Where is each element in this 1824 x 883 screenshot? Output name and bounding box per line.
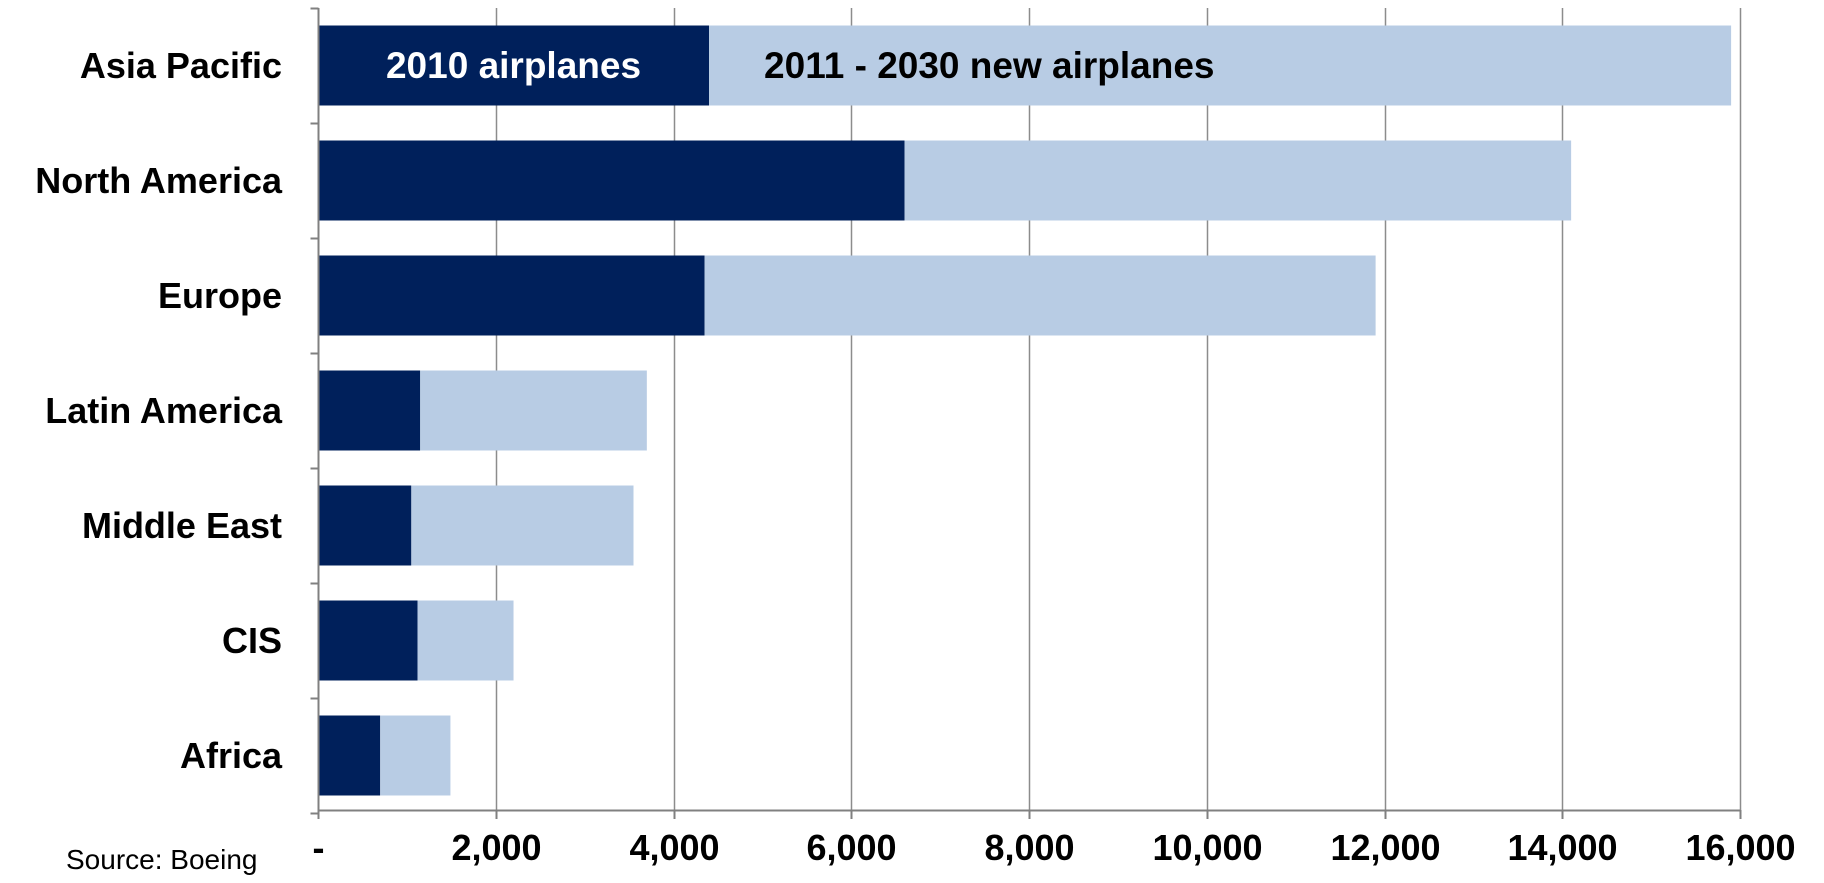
bar-new-north-america xyxy=(904,140,1572,221)
source-label: Source: Boeing xyxy=(66,844,257,875)
bar-2010-asia-pacific xyxy=(318,25,710,106)
x-tick-label: 2,000 xyxy=(451,827,541,868)
bar-new-africa xyxy=(380,715,451,796)
category-label: Europe xyxy=(158,275,282,316)
x-tick-label: 16,000 xyxy=(1685,827,1795,868)
bar-annotation: 2011 - 2030 new airplanes xyxy=(764,45,1214,86)
axes xyxy=(310,7,1742,819)
x-tick-label: 12,000 xyxy=(1330,827,1440,868)
category-label: Africa xyxy=(180,735,283,776)
bar-new-middle-east xyxy=(411,485,634,566)
bar-2010-europe xyxy=(318,255,705,336)
bar-2010-latin-america xyxy=(318,370,421,451)
bar-new-cis xyxy=(417,600,514,681)
category-label: Latin America xyxy=(45,390,283,431)
bars xyxy=(318,25,1732,796)
bar-2010-africa xyxy=(318,715,381,796)
bar-2010-middle-east xyxy=(318,485,412,566)
category-label: CIS xyxy=(222,620,282,661)
bar-2010-north-america xyxy=(318,140,905,221)
bar-new-asia-pacific xyxy=(709,25,1732,106)
labels: Asia Pacific North America Europe Latin Ame… xyxy=(35,45,1795,868)
category-label: North America xyxy=(35,160,283,201)
gridlines xyxy=(495,8,1742,810)
bar-new-europe xyxy=(704,255,1376,336)
bar-new-latin-america xyxy=(420,370,647,451)
category-label: Middle East xyxy=(82,505,282,546)
x-tick-label: 6,000 xyxy=(806,827,896,868)
x-tick-label: 4,000 xyxy=(629,827,719,868)
bar-2010-cis xyxy=(318,600,418,681)
category-label: Asia Pacific xyxy=(80,45,282,86)
x-tick-label: 8,000 xyxy=(984,827,1074,868)
x-tick-label: - xyxy=(313,827,325,868)
x-tick-label: 10,000 xyxy=(1152,827,1262,868)
x-tick-label: 14,000 xyxy=(1507,827,1617,868)
bar-annotation: 2010 airplanes xyxy=(386,45,641,86)
